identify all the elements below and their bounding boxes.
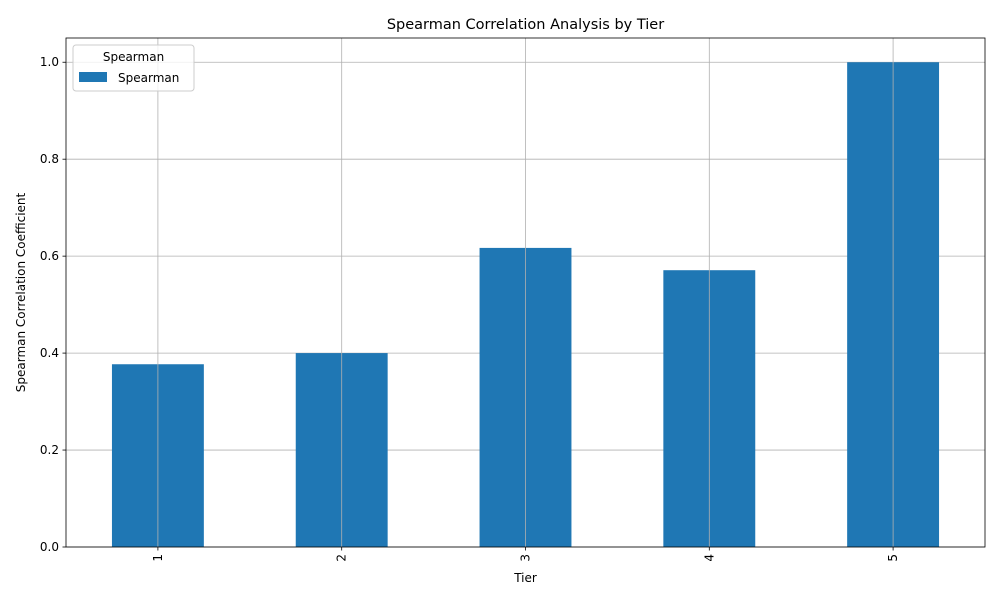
y-tick-label: 1.0 [40, 55, 59, 69]
y-tick-label: 0.0 [40, 540, 59, 554]
x-tick-label: 3 [519, 554, 533, 562]
y-tick-label: 0.2 [40, 443, 59, 457]
x-tick-label: 5 [886, 554, 900, 562]
vertical-grid-lines [157, 38, 894, 547]
x-tick-label: 2 [335, 554, 349, 562]
y-tick-label: 0.6 [40, 249, 59, 263]
legend-swatch [79, 72, 107, 82]
y-tick-label: 0.8 [40, 152, 59, 166]
y-axis-label: Spearman Correlation Coefficient [14, 192, 28, 392]
legend: Spearman Spearman [72, 44, 195, 92]
x-axis-label: Tier [513, 571, 537, 585]
x-axis-ticks: 1 2 3 4 5 [151, 547, 900, 562]
legend-title: Spearman [103, 50, 164, 64]
chart-title: Spearman Correlation Analysis by Tier [387, 17, 664, 33]
y-tick-label: 0.4 [40, 346, 59, 360]
legend-entry-label: Spearman [118, 71, 179, 85]
x-tick-label: 4 [702, 554, 716, 562]
y-axis-ticks: 0.0 0.2 0.4 0.6 0.8 1.0 [40, 55, 66, 554]
x-tick-label: 1 [151, 554, 165, 562]
